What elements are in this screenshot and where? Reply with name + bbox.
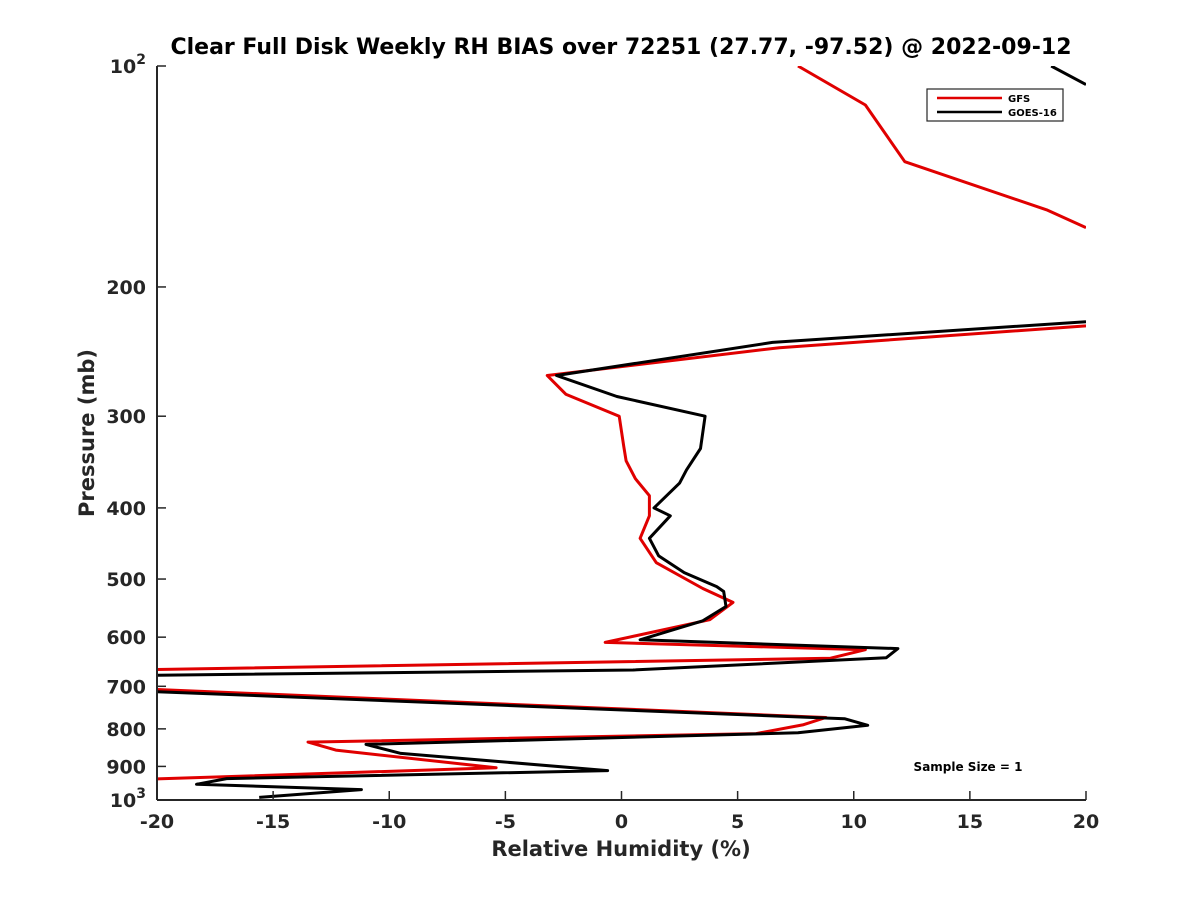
plot-area bbox=[157, 66, 1086, 799]
y-tick-label: 700 bbox=[106, 676, 146, 698]
series-layer bbox=[157, 66, 1086, 799]
legend-label-goes-16: GOES-16 bbox=[1008, 108, 1057, 119]
y-tick-label: 900 bbox=[106, 756, 146, 778]
chart-title: Clear Full Disk Weekly RH BIAS over 7225… bbox=[170, 35, 1071, 60]
x-tick-label: 0 bbox=[615, 811, 628, 833]
y-tick-label: 400 bbox=[106, 498, 146, 520]
y-tick-label: 300 bbox=[106, 406, 146, 428]
x-tick-label: -15 bbox=[256, 811, 290, 833]
x-tick-label: -10 bbox=[372, 811, 406, 833]
y-tick-label: 102 bbox=[110, 52, 146, 78]
x-ticks: -20 -15 -10 -5 0 5 10 15 20 bbox=[140, 791, 1099, 833]
y-tick-label: 800 bbox=[106, 719, 146, 741]
y-tick-label: 103 bbox=[110, 786, 146, 812]
x-tick-label: -20 bbox=[140, 811, 174, 833]
y-tick-label: 200 bbox=[106, 277, 146, 299]
legend: GFS GOES-16 bbox=[926, 88, 1064, 122]
sample-size-annotation: Sample Size = 1 bbox=[914, 760, 1023, 774]
x-tick-label: 15 bbox=[957, 811, 983, 833]
x-tick-label: -5 bbox=[495, 811, 516, 833]
legend-entries: GFS GOES-16 bbox=[937, 94, 1057, 119]
y-tick-base: 10 bbox=[110, 790, 136, 812]
y-tick-exponent: 3 bbox=[136, 786, 146, 802]
y-tick-label: 500 bbox=[106, 569, 146, 591]
y-tick-exponent: 2 bbox=[136, 52, 146, 68]
y-tick-base: 10 bbox=[110, 56, 136, 78]
y-tick-label: 600 bbox=[106, 627, 146, 649]
x-axis-label: Relative Humidity (%) bbox=[491, 837, 750, 861]
legend-box bbox=[926, 88, 1064, 122]
legend-label-gfs: GFS bbox=[1008, 94, 1030, 105]
x-tick-label: 10 bbox=[841, 811, 867, 833]
series-line-goes-16 bbox=[157, 66, 1086, 799]
x-tick-label: 5 bbox=[731, 811, 744, 833]
x-tick-label: 20 bbox=[1073, 811, 1099, 833]
y-axis-label: Pressure (mb) bbox=[75, 349, 99, 517]
